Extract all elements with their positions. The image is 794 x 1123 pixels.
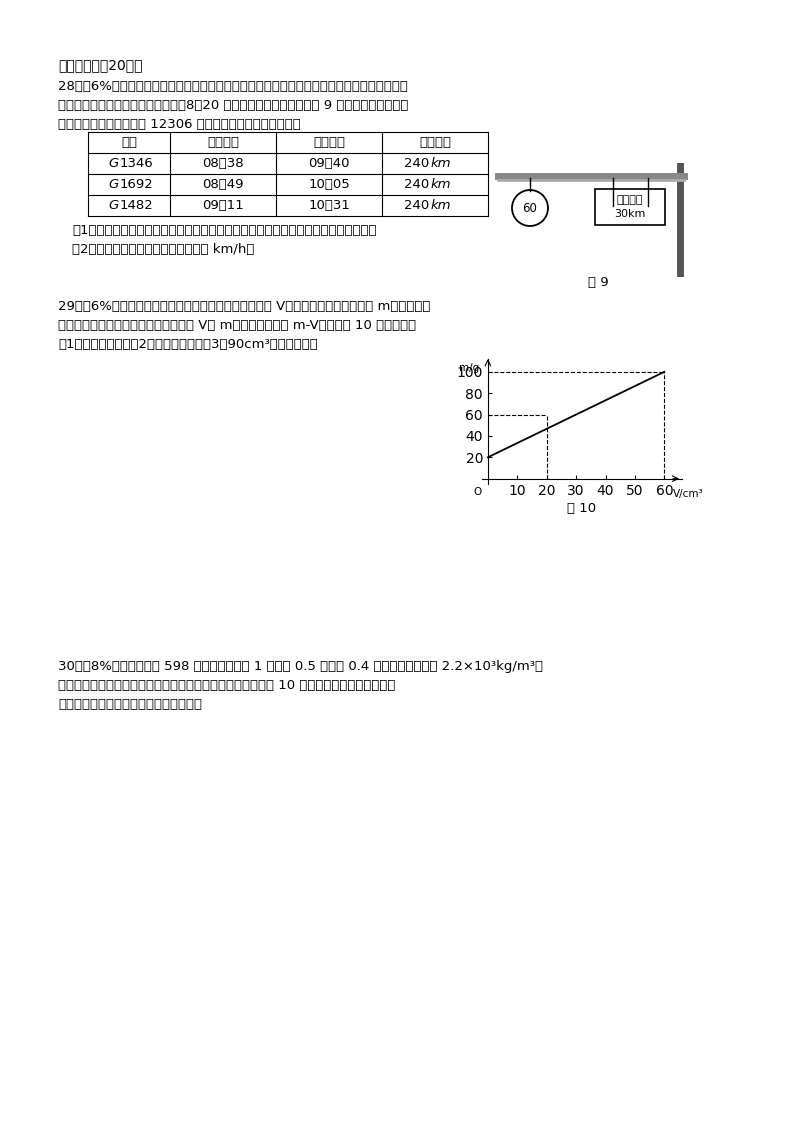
Text: 30．（8%）江边有条石 598 块，每块条石长 1 米、宽 0.5 米、高 0.4 米，石头的密度为 2.2×10³kg/m³，: 30．（8%）江边有条石 598 块，每块条石长 1 米、宽 0.5 米、高 0…: [58, 660, 543, 673]
Text: 240: 240: [404, 179, 429, 191]
Text: 萍乡北站: 萍乡北站: [617, 195, 643, 206]
Text: O: O: [474, 487, 482, 497]
Text: 的体积，重复上述实验，得到了一系列 V与 m的对应值，描绘 m-V图象如图 10 所示，求：: 的体积，重复上述实验，得到了一系列 V与 m的对应值，描绘 m-V图象如图 10…: [58, 319, 416, 332]
Text: 09：40: 09：40: [308, 157, 349, 170]
Text: km: km: [431, 157, 452, 170]
Text: 1482: 1482: [120, 199, 154, 212]
Text: 10：31: 10：31: [308, 199, 350, 212]
Text: 南昌西到: 南昌西到: [313, 136, 345, 149]
Text: 08：49: 08：49: [202, 179, 244, 191]
Text: 60: 60: [522, 201, 538, 214]
Text: km: km: [431, 179, 452, 191]
Text: G: G: [109, 179, 119, 191]
Text: 28．（6%）便捷的交通与互联网给人们出行带来了极大的方便，王爷爷带小孙子驾车到萍乡北: 28．（6%）便捷的交通与互联网给人们出行带来了极大的方便，王爷爷带小孙子驾车到…: [58, 80, 408, 93]
Text: 1346: 1346: [120, 157, 154, 170]
Text: V/cm³: V/cm³: [673, 490, 703, 500]
Text: （2）该趟高铁运行的平均速度为多少 km/h？: （2）该趟高铁运行的平均速度为多少 km/h？: [72, 243, 254, 256]
Text: 09：11: 09：11: [202, 199, 244, 212]
Text: 萍乡北开: 萍乡北开: [207, 136, 239, 149]
Text: 29．（6%）一容器中装有某种液体，测得液体的体积为 V，液体与容器的总质量为 m，改变液体: 29．（6%）一容器中装有某种液体，测得液体的体积为 V，液体与容器的总质量为 …: [58, 300, 430, 313]
Text: G: G: [109, 199, 119, 212]
Text: 1692: 1692: [120, 179, 154, 191]
Bar: [595, 189, 665, 225]
Text: 运行距离: 运行距离: [419, 136, 451, 149]
Text: 车次: 车次: [121, 136, 137, 149]
Text: （1）在交通正常的情况下，依据以上信息并通过计算，爷孙俩最快能赶上哪一车次？: （1）在交通正常的情况下，依据以上信息并通过计算，爷孙俩最快能赶上哪一车次？: [72, 223, 376, 237]
Text: 此刻吩咐小孙子通过铁路 12306 网站查询列车时刻表，如表。: 此刻吩咐小孙子通过铁路 12306 网站查询列车时刻表，如表。: [58, 118, 301, 131]
Text: 要把这些条石运到下游某处修建拦河坝，现在用最大载货量为 10 吨的木船装运这些条石，需: 要把这些条石运到下游某处修建拦河坝，现在用最大载货量为 10 吨的木船装运这些条…: [58, 679, 395, 692]
Text: 240: 240: [404, 157, 429, 170]
Text: 10：05: 10：05: [308, 179, 350, 191]
Text: 图 9: 图 9: [588, 276, 608, 289]
Text: km: km: [431, 199, 452, 212]
Text: 五、计算题（20分）: 五、计算题（20分）: [58, 58, 142, 72]
Text: 图 10: 图 10: [568, 502, 596, 515]
Text: 站，然后乘高铁去南昌参观滕王阁，8：20 开车出发，并看到路边如图 9 所示的交通标志牌，: 站，然后乘高铁去南昌参观滕王阁，8：20 开车出发，并看到路边如图 9 所示的交…: [58, 99, 408, 112]
Text: G: G: [109, 157, 119, 170]
Text: 08：38: 08：38: [202, 157, 244, 170]
Text: （1）容器的质量；（2）液体的密度；（3）90cm³液体的质量。: （1）容器的质量；（2）液体的密度；（3）90cm³液体的质量。: [58, 338, 318, 351]
Text: 240: 240: [404, 199, 429, 212]
Text: m/g: m/g: [459, 363, 479, 373]
Text: 要多少只木船才能一次把全部条石运完？: 要多少只木船才能一次把全部条石运完？: [58, 699, 202, 711]
Text: 30km: 30km: [615, 209, 646, 219]
